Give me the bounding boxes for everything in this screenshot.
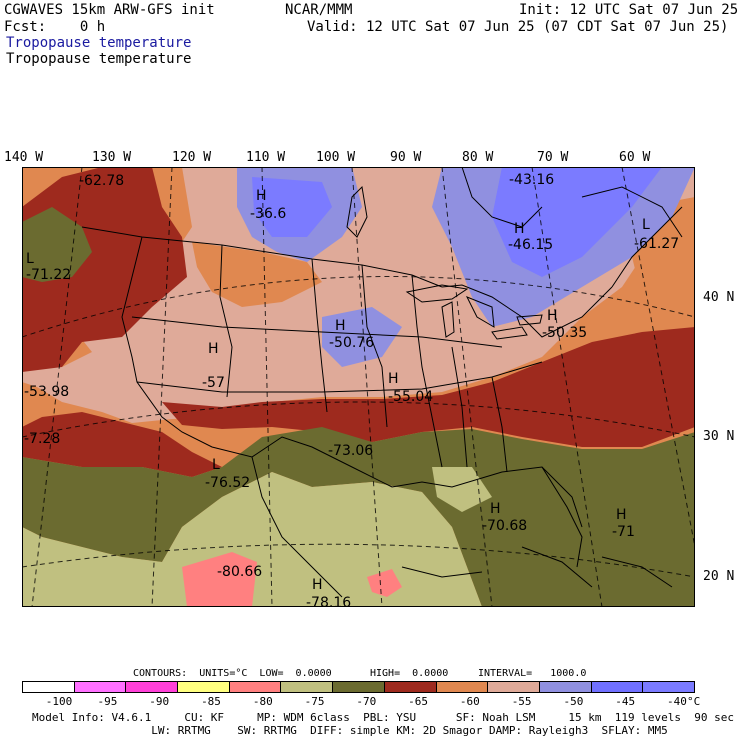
color-swatch (23, 682, 75, 692)
color-scale-label: -95 (97, 695, 118, 708)
lon-label: 90 W (390, 150, 422, 165)
color-scale-label: -85 (201, 695, 221, 708)
color-scale-label: -65 (408, 695, 429, 708)
source-label: NCAR/MMM (285, 2, 353, 18)
color-swatch (643, 682, 694, 692)
value-label: -57 (202, 375, 225, 391)
value-label: -73.06 (328, 443, 373, 459)
color-scale-label: -45 (615, 695, 636, 708)
color-scale-label: -75 (304, 695, 325, 708)
lon-label: 120 W (172, 150, 212, 165)
color-swatch (178, 682, 230, 692)
salmon-region (182, 552, 257, 607)
tropopause-temperature-map: H -36.6 -43.16 H -46.15 L -61.27 -62.78 … (22, 167, 695, 607)
color-swatch (384, 682, 437, 692)
map-frame (22, 167, 695, 607)
color-swatch (333, 682, 385, 692)
color-swatch (539, 682, 592, 692)
lat-label: 20 N (703, 569, 735, 584)
color-scale-label: -90 (149, 695, 170, 708)
value-label: -71 (612, 524, 635, 540)
high-marker: H (256, 188, 267, 204)
color-scale-label: -50 (563, 695, 584, 708)
contour-high: HIGH= 0.0000 (370, 668, 449, 679)
value-label: -43.16 (509, 172, 554, 188)
value-label: -70.68 (482, 518, 527, 534)
value-label: -53.98 (24, 384, 69, 400)
lat-label: 30 N (703, 429, 735, 444)
color-scale-label: -100 (45, 695, 73, 708)
valid-time: Valid: 12 UTC Sat 07 Jun 25 (07 CDT Sat … (307, 19, 729, 35)
orange-region (192, 242, 322, 307)
high-marker: H (490, 501, 501, 517)
low-marker: L (642, 217, 650, 233)
forecast-hour: Fcst: 0 h (4, 19, 106, 35)
color-swatch (281, 682, 334, 692)
salmon-region (367, 569, 402, 597)
value-label: -61.27 (634, 236, 679, 252)
low-marker: L (26, 251, 34, 267)
color-swatch (591, 682, 644, 692)
value-label: -7.28 (24, 431, 60, 447)
color-swatch (436, 682, 489, 692)
blue-region (252, 177, 332, 237)
coastlines (346, 167, 683, 588)
value-label: -55.04 (388, 389, 433, 405)
color-scale-label: -80 (252, 695, 273, 708)
olive-region (22, 427, 695, 607)
color-scale-label: -40 (667, 695, 687, 708)
color-scale-label: -55 (511, 695, 532, 708)
lavender-region (322, 307, 402, 367)
high-marker: H (547, 308, 558, 324)
init-time: Init: 12 UTC Sat 07 Jun 25 (519, 2, 739, 18)
blue-region (492, 167, 662, 277)
value-label: -50.35 (542, 325, 587, 341)
color-swatch (488, 682, 540, 692)
high-marker: H (335, 318, 346, 334)
run-title: CGWAVES 15km ARW-GFS init (4, 2, 215, 18)
lon-label: 80 W (462, 150, 494, 165)
high-marker: H (388, 371, 399, 387)
olive-region (22, 207, 92, 282)
physics-info: LW: RRTMG SW: RRTMG DIFF: simple KM: 2D … (32, 724, 668, 737)
color-scale-label: -70 (356, 695, 377, 708)
contour-interval: INTERVAL= 1000.0 (478, 668, 587, 679)
graticule (22, 167, 695, 607)
model-info: Model Info: V4.6.1 CU: KF MP: WDM 6class… (32, 711, 734, 724)
lon-label: 140 W (4, 150, 44, 165)
lon-label: 70 W (537, 150, 569, 165)
color-swatch (229, 682, 282, 692)
lat-label: 40 N (703, 290, 735, 305)
dark-red-region (22, 412, 222, 477)
value-label: -36.6 (250, 206, 286, 222)
high-marker: H (208, 341, 219, 357)
lon-label: 100 W (316, 150, 356, 165)
color-swatch (126, 682, 179, 692)
lon-label: 130 W (92, 150, 132, 165)
color-scale-label: -60 (459, 695, 480, 708)
field-subtitle: Tropopause temperature (6, 51, 192, 67)
value-label: -50.76 (329, 335, 374, 351)
color-scale (22, 681, 695, 693)
political-boundaries (81, 206, 683, 598)
color-scale-label: °C (687, 695, 701, 708)
value-label: -46.15 (508, 237, 553, 253)
contour-info: CONTOURS: UNITS=°C LOW= 0.0000 (133, 668, 332, 679)
lon-label: 110 W (246, 150, 286, 165)
high-marker: H (514, 221, 525, 237)
low-marker: L (212, 457, 220, 473)
light-olive-region (432, 467, 492, 512)
high-marker: H (616, 507, 627, 523)
great-lakes (405, 284, 543, 340)
field-title: Tropopause temperature (6, 35, 192, 51)
value-label: -62.78 (79, 173, 124, 189)
light-olive-region (22, 472, 482, 607)
value-label: -78.16 (306, 595, 351, 607)
high-marker: H (312, 577, 323, 593)
lon-label: 60 W (619, 150, 651, 165)
value-label: -80.66 (217, 564, 262, 580)
value-label: -76.52 (205, 475, 250, 491)
color-swatch (74, 682, 127, 692)
value-label: -71.22 (26, 267, 71, 283)
